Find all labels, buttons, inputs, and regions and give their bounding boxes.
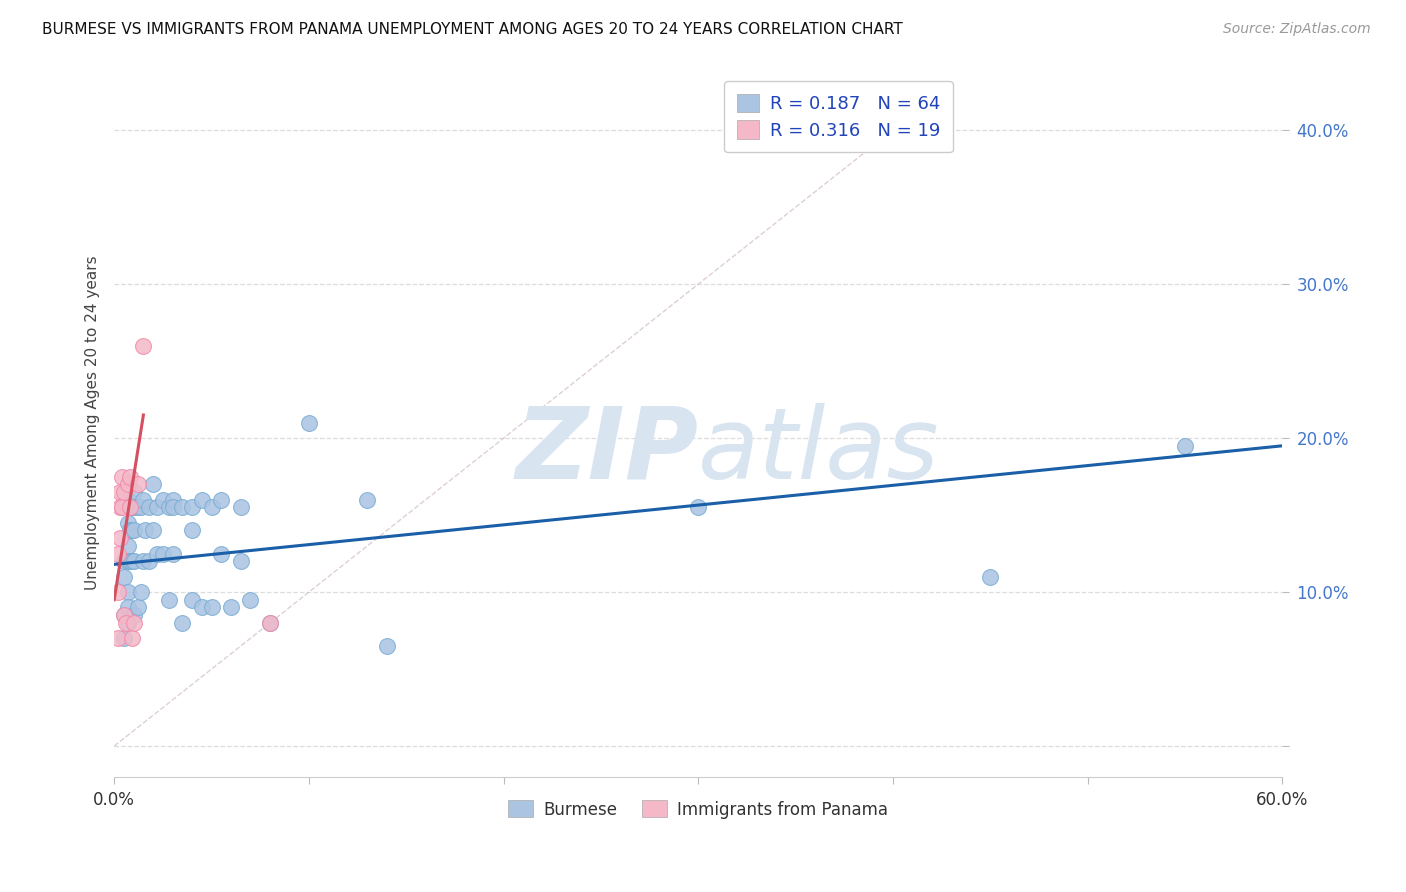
Point xyxy=(112,570,135,584)
Point xyxy=(122,608,145,623)
Point xyxy=(118,500,141,515)
Point xyxy=(131,500,153,515)
Point xyxy=(157,500,180,515)
Point xyxy=(152,547,174,561)
Point xyxy=(112,632,135,646)
Point xyxy=(122,554,145,568)
Point xyxy=(181,592,204,607)
Point xyxy=(200,500,222,515)
Point xyxy=(117,600,139,615)
Point xyxy=(688,500,710,515)
Point xyxy=(142,524,165,538)
Point xyxy=(127,600,149,615)
Point xyxy=(121,632,143,646)
Point xyxy=(229,500,252,515)
Point xyxy=(191,600,214,615)
Point xyxy=(121,554,143,568)
Point xyxy=(239,592,262,607)
Point xyxy=(157,592,180,607)
Point xyxy=(107,632,129,646)
Point xyxy=(122,500,145,515)
Point xyxy=(162,492,184,507)
Point xyxy=(979,570,1001,584)
Point xyxy=(138,554,160,568)
Point xyxy=(117,539,139,553)
Point xyxy=(127,477,149,491)
Point xyxy=(112,608,135,623)
Point xyxy=(117,585,139,599)
Point xyxy=(146,500,169,515)
Point xyxy=(112,485,135,500)
Point xyxy=(108,485,131,500)
Legend: Burmese, Immigrants from Panama: Burmese, Immigrants from Panama xyxy=(502,794,896,825)
Y-axis label: Unemployment Among Ages 20 to 24 years: Unemployment Among Ages 20 to 24 years xyxy=(86,255,100,590)
Point xyxy=(229,554,252,568)
Point xyxy=(121,500,143,515)
Point xyxy=(132,554,155,568)
Point xyxy=(122,615,145,630)
Point xyxy=(209,547,232,561)
Point xyxy=(134,524,156,538)
Point xyxy=(122,485,145,500)
Point xyxy=(209,492,232,507)
Text: ZIP: ZIP xyxy=(516,402,699,500)
Point xyxy=(172,615,194,630)
Point xyxy=(162,500,184,515)
Point xyxy=(1174,439,1197,453)
Point xyxy=(112,608,135,623)
Point xyxy=(259,615,281,630)
Point xyxy=(356,492,378,507)
Text: atlas: atlas xyxy=(699,402,941,500)
Point xyxy=(138,500,160,515)
Point xyxy=(117,516,139,530)
Point xyxy=(115,615,138,630)
Point xyxy=(117,477,139,491)
Point xyxy=(152,492,174,507)
Point xyxy=(108,500,131,515)
Point xyxy=(146,547,169,561)
Point xyxy=(298,416,321,430)
Point xyxy=(181,524,204,538)
Point xyxy=(259,615,281,630)
Point xyxy=(132,492,155,507)
Point xyxy=(200,600,222,615)
Point xyxy=(111,500,134,515)
Point xyxy=(181,500,204,515)
Point xyxy=(112,554,135,568)
Point xyxy=(118,554,141,568)
Point xyxy=(172,500,194,515)
Text: BURMESE VS IMMIGRANTS FROM PANAMA UNEMPLOYMENT AMONG AGES 20 TO 24 YEARS CORRELA: BURMESE VS IMMIGRANTS FROM PANAMA UNEMPL… xyxy=(42,22,903,37)
Point xyxy=(122,524,145,538)
Point xyxy=(375,639,398,653)
Point xyxy=(111,469,134,483)
Point xyxy=(118,500,141,515)
Point xyxy=(107,547,129,561)
Text: Source: ZipAtlas.com: Source: ZipAtlas.com xyxy=(1223,22,1371,37)
Point xyxy=(117,554,139,568)
Point xyxy=(142,477,165,491)
Point xyxy=(118,469,141,483)
Point xyxy=(121,524,143,538)
Point xyxy=(108,531,131,545)
Point xyxy=(191,492,214,507)
Point xyxy=(107,585,129,599)
Point xyxy=(131,585,153,599)
Point xyxy=(132,339,155,353)
Point xyxy=(117,492,139,507)
Point xyxy=(219,600,242,615)
Point xyxy=(118,524,141,538)
Point xyxy=(117,615,139,630)
Point xyxy=(162,547,184,561)
Point xyxy=(127,500,149,515)
